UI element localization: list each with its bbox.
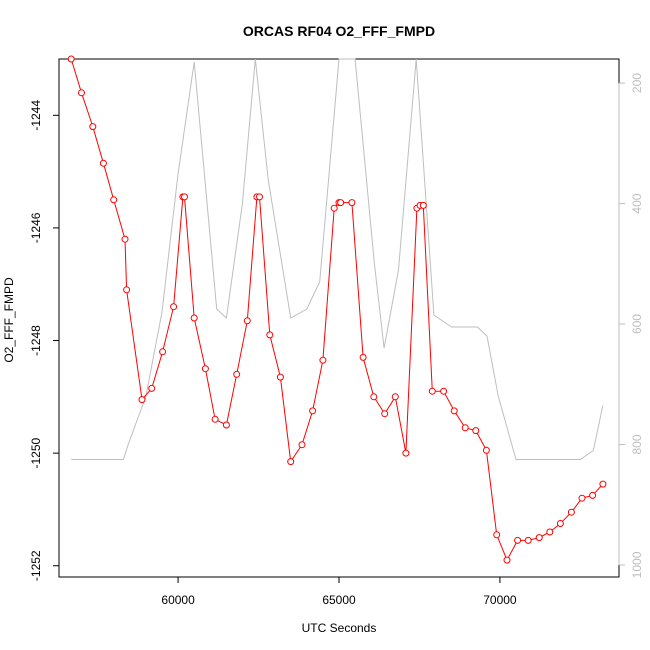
secondary-series-line — [71, 58, 604, 460]
series-layer — [67, 55, 607, 564]
secondary-y-tick-label: 1000 — [630, 551, 644, 578]
data-point — [211, 415, 219, 423]
x-axis-label: UTC Seconds — [302, 621, 377, 635]
plot-frame — [58, 58, 620, 578]
y-tick-label: -1248 — [29, 325, 43, 356]
secondary-y-tick-label: 200 — [630, 73, 644, 93]
y-axis-label: O2_FFF_FMPD — [2, 277, 16, 363]
data-point — [330, 204, 338, 212]
x-axis: 60000 65000 70000 — [161, 576, 517, 607]
y-axis: -1244 -1246 -1248 -1250 -1252 — [29, 100, 60, 581]
data-point — [428, 387, 436, 395]
data-point — [222, 421, 230, 429]
data-point — [419, 201, 427, 209]
chart-title: ORCAS RF04 O2_FFF_FMPD — [243, 23, 435, 39]
data-point — [138, 396, 146, 404]
data-point — [556, 520, 564, 527]
secondary-y-tick-label: 600 — [630, 314, 644, 334]
data-point — [599, 480, 607, 488]
data-point — [359, 353, 367, 361]
data-point — [450, 407, 458, 415]
x-tick-label: 70000 — [483, 593, 517, 607]
data-point — [461, 424, 469, 432]
data-point — [298, 441, 306, 449]
data-point — [99, 159, 107, 167]
data-point — [148, 384, 156, 392]
data-point — [348, 199, 356, 207]
y-tick-label: -1246 — [29, 212, 43, 243]
data-point — [535, 534, 543, 542]
data-point — [170, 303, 178, 311]
data-point — [493, 531, 501, 539]
primary-series-line — [70, 58, 604, 562]
data-point — [337, 199, 345, 207]
data-point — [391, 393, 399, 401]
data-point — [578, 494, 586, 502]
x-tick-label: 60000 — [161, 593, 195, 607]
data-point — [201, 365, 209, 373]
data-point — [233, 370, 241, 378]
data-point — [472, 427, 480, 435]
data-point — [243, 317, 251, 325]
data-point — [546, 528, 554, 536]
x-tick-label: 65000 — [322, 593, 356, 607]
data-point — [381, 410, 389, 418]
data-point — [159, 348, 167, 356]
data-point — [440, 387, 448, 395]
data-point — [589, 491, 597, 499]
y-tick-label: -1244 — [29, 100, 43, 131]
data-point — [309, 407, 317, 415]
data-point — [524, 536, 532, 544]
secondary-y-tick-label: 800 — [630, 434, 644, 454]
data-point — [121, 235, 129, 243]
data-point — [482, 446, 490, 454]
y-tick-label: -1250 — [29, 437, 43, 468]
data-point — [89, 123, 97, 131]
data-point — [110, 196, 118, 204]
data-point — [123, 286, 131, 294]
data-point — [181, 193, 188, 201]
data-point — [266, 331, 274, 339]
data-point — [276, 373, 284, 381]
data-point — [503, 556, 511, 564]
secondary-y-axis: 200 400 600 800 1000 — [618, 73, 644, 578]
data-point — [78, 89, 85, 97]
y-tick-label: -1252 — [29, 550, 43, 581]
data-point — [256, 193, 263, 201]
secondary-y-tick-label: 400 — [630, 193, 644, 213]
data-point — [402, 449, 410, 457]
data-point — [67, 55, 75, 63]
data-point — [567, 508, 575, 516]
data-point — [370, 393, 378, 401]
data-point — [514, 536, 522, 544]
data-point — [319, 356, 327, 364]
data-point — [190, 314, 198, 322]
data-point — [287, 458, 295, 466]
